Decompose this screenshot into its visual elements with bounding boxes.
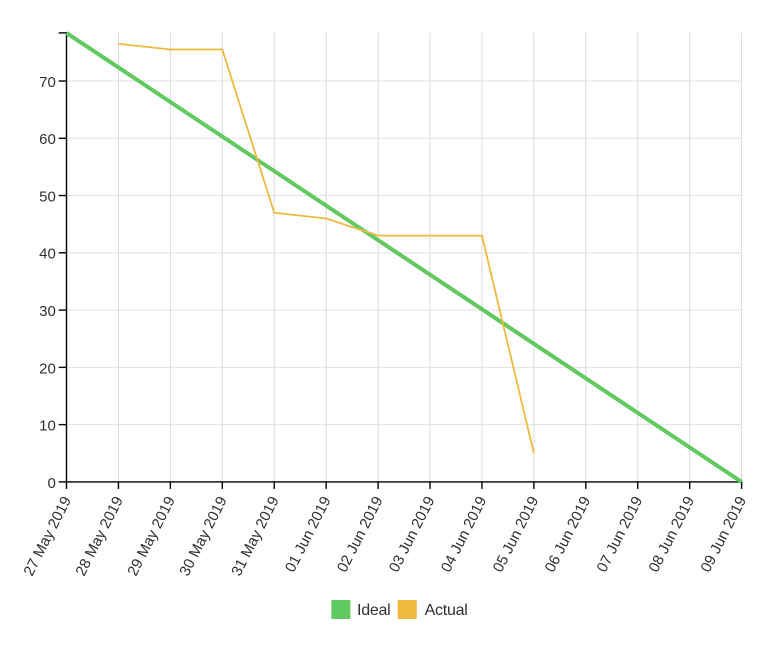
svg-text:Actual: Actual <box>425 602 468 619</box>
svg-text:40: 40 <box>39 246 56 263</box>
svg-text:20: 20 <box>39 360 56 377</box>
svg-text:Ideal: Ideal <box>357 602 390 619</box>
svg-text:0: 0 <box>47 475 55 492</box>
svg-text:50: 50 <box>39 188 56 205</box>
svg-text:70: 70 <box>39 74 56 91</box>
svg-text:10: 10 <box>39 418 56 435</box>
svg-text:30: 30 <box>39 303 56 320</box>
svg-text:60: 60 <box>39 131 56 148</box>
